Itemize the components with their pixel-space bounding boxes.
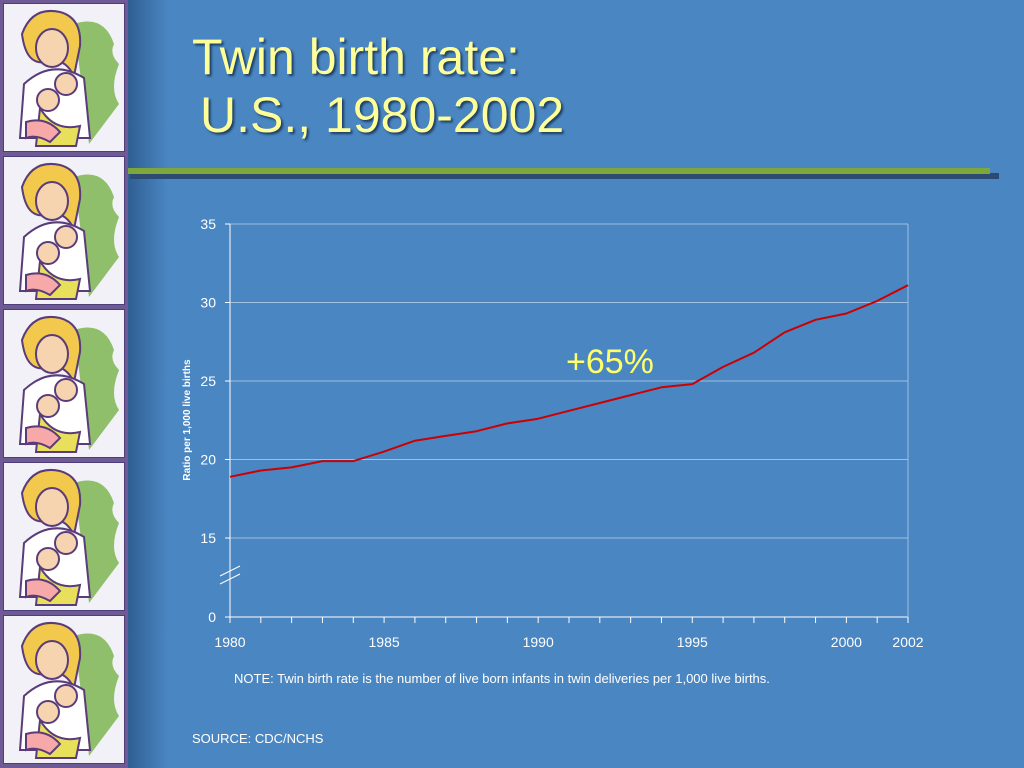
series-line — [229, 284, 909, 478]
y-tick-label: 25 — [200, 373, 216, 389]
mother-twins-clipart-icon — [3, 615, 125, 764]
footnote: NOTE: Twin birth rate is the number of l… — [234, 671, 770, 686]
series-layer — [229, 284, 909, 478]
x-tick-label: 1980 — [214, 634, 245, 650]
y-tick-label: 30 — [200, 295, 216, 311]
y-axis-label: Ratio per 1,000 live births — [182, 359, 193, 481]
strip-shadow — [128, 0, 168, 768]
y-tick-label: 0 — [208, 609, 216, 625]
y-tick-label: 15 — [200, 530, 216, 546]
title-rule-shadow — [130, 173, 999, 179]
x-tick-label: 1990 — [523, 634, 554, 650]
slide-title: Twin birth rate: U.S., 1980-2002 — [192, 28, 892, 144]
mother-twins-clipart-icon — [3, 3, 125, 152]
x-axis-ticks: 1980 1985 1990 1995 2000 2002 — [214, 617, 924, 650]
source-credit: SOURCE: CDC/NCHS — [192, 731, 324, 746]
x-tick-label: 1985 — [369, 634, 400, 650]
y-axis-break-marks — [219, 565, 241, 585]
title-line-2: U.S., 1980-2002 — [200, 87, 565, 143]
mother-twins-clipart-icon — [3, 462, 125, 611]
mother-twins-clipart-icon — [3, 156, 125, 305]
title-rule — [128, 168, 990, 174]
y-tick-label: 20 — [200, 452, 216, 468]
percent-change-annotation: +65% — [566, 343, 654, 381]
decorative-clipart-strip — [0, 0, 128, 768]
mother-twins-clipart-icon — [3, 309, 125, 458]
x-tick-label: 1995 — [677, 634, 708, 650]
title-line-1: Twin birth rate: — [192, 29, 520, 85]
y-tick-label: 35 — [200, 216, 216, 232]
gridlines — [230, 223, 908, 539]
y-axis-ticks: 35 30 25 20 15 0 — [200, 216, 230, 625]
x-tick-label: 2000 — [831, 634, 862, 650]
x-tick-label: 2002 — [892, 634, 923, 650]
